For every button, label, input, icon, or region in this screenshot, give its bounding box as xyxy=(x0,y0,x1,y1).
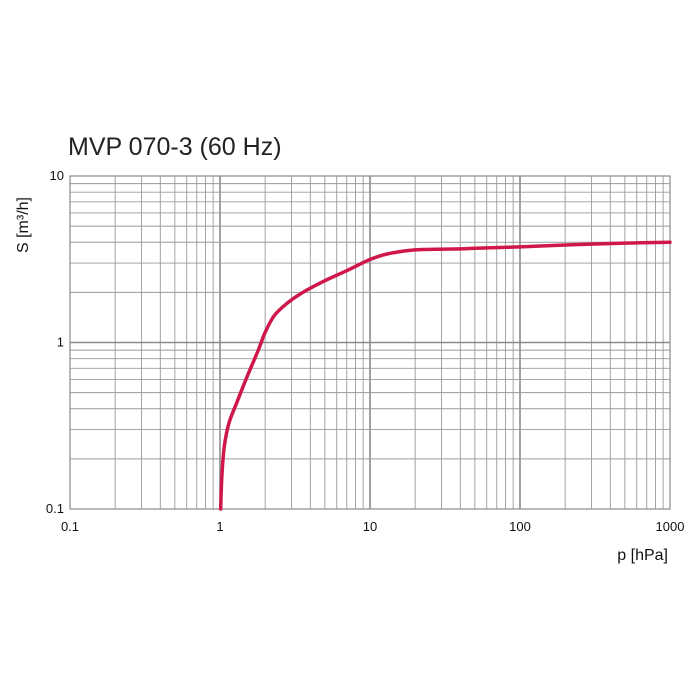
x-tick-label: 10 xyxy=(363,519,377,534)
x-tick-label: 100 xyxy=(509,519,531,534)
x-tick-labels: 0.1 1 10 100 1000 xyxy=(61,519,685,534)
x-tick-label: 0.1 xyxy=(61,519,79,534)
x-axis-label: p [hPa] xyxy=(617,547,668,564)
plot-frame xyxy=(69,175,671,510)
x-tick-label: 1000 xyxy=(656,519,685,534)
y-tick-label: 10 xyxy=(50,168,64,183)
series-group xyxy=(218,240,672,511)
y-axis-label: S [m³/h] xyxy=(15,197,32,253)
grid xyxy=(70,176,670,509)
x-tick-label: 1 xyxy=(216,519,223,534)
chart-title: MVP 070-3 (60 Hz) xyxy=(68,133,282,161)
y-tick-labels: 0.1 1 10 xyxy=(46,168,64,516)
series-line xyxy=(218,240,672,511)
y-tick-label: 0.1 xyxy=(46,501,64,516)
y-tick-label: 1 xyxy=(57,335,64,350)
